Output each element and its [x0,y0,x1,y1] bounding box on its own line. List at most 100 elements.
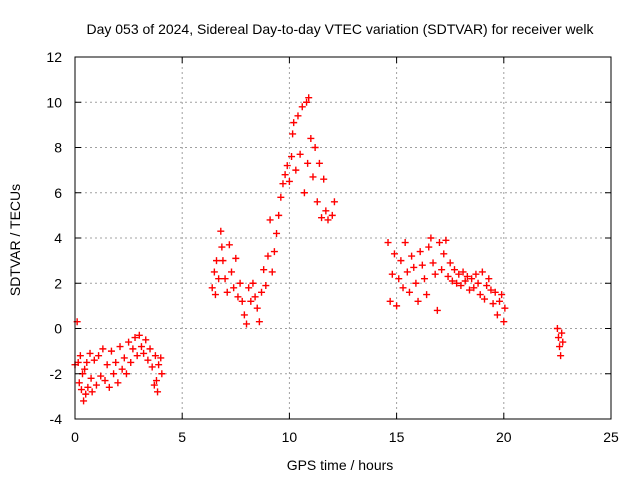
data-point [429,259,437,267]
data-point [135,331,143,339]
data-point [397,257,405,265]
data-point [84,383,92,391]
x-tick-label: 15 [389,429,405,445]
data-point [483,282,491,290]
data-point [395,275,403,283]
data-point [208,284,216,292]
y-axis-label: SDTVAR / TECUs [7,184,23,296]
data-point [425,243,433,251]
y-tick-label: 0 [54,321,62,337]
data-point [213,257,221,265]
data-point [92,381,100,389]
data-point [423,291,431,299]
data-point [75,379,83,387]
data-point [221,275,229,283]
data-point [262,282,270,290]
data-point [142,336,150,344]
data-point [453,279,461,287]
data-point [294,112,302,120]
data-point [279,180,287,188]
data-point [476,291,484,299]
data-point [450,266,458,274]
y-tick-label: 4 [54,230,62,246]
data-point [304,159,312,167]
data-point [131,334,139,342]
y-tick-label: -2 [50,366,63,382]
data-point [399,284,407,292]
data-point [247,297,255,305]
data-point [285,177,293,185]
data-point [487,286,495,294]
data-point [268,268,276,276]
data-point [88,388,96,396]
data-point [393,302,401,310]
data-point [435,239,443,247]
data-point [556,343,564,351]
data-point [330,198,338,206]
y-tick-label: 2 [54,275,62,291]
data-point [463,272,471,280]
data-point [77,386,85,394]
data-point [150,381,158,389]
data-point [217,227,225,235]
data-point [148,363,156,371]
data-point [133,352,141,360]
data-point [225,241,233,249]
data-point [218,243,226,251]
data-point [264,252,272,260]
data-point [219,257,227,265]
y-tick-label: 6 [54,185,62,201]
data-point [300,189,308,197]
data-point [448,277,456,285]
data-point [215,275,223,283]
data-point [468,275,476,283]
data-point [283,162,291,170]
data-point [288,153,296,161]
x-axis-label: GPS time / hours [287,457,394,473]
data-point [155,361,163,369]
data-point [74,358,82,366]
data-point [292,166,300,174]
data-point [245,284,253,292]
data-point [80,397,88,405]
data-point [125,338,133,346]
data-point [129,345,137,353]
x-tick-label: 20 [496,429,512,445]
data-point [427,234,435,242]
data-point [258,288,266,296]
data-point [405,288,413,296]
data-point [500,318,508,326]
data-point [412,279,420,287]
data-point [273,229,281,237]
data-point [103,361,111,369]
y-tick-label: 12 [46,49,62,65]
data-point [496,297,504,305]
data-point [298,103,306,111]
data-point [266,216,274,224]
data-point [101,377,109,385]
data-point [444,272,452,280]
data-point [234,293,242,301]
data-point [324,216,332,224]
data-point [223,288,231,296]
data-point [144,356,152,364]
data-point [309,173,317,181]
data-point [489,300,497,308]
x-tick-label: 5 [178,429,186,445]
data-point [154,388,162,396]
data-point [296,150,304,158]
grid-lines [75,57,611,419]
data-point [418,261,426,269]
data-point [403,268,411,276]
data-point [232,254,240,262]
data-point [410,263,418,271]
data-point [251,293,259,301]
data-point [260,266,268,274]
data-point [127,358,135,366]
x-tick-label: 0 [71,429,79,445]
data-point [465,286,473,294]
data-point [438,266,446,274]
